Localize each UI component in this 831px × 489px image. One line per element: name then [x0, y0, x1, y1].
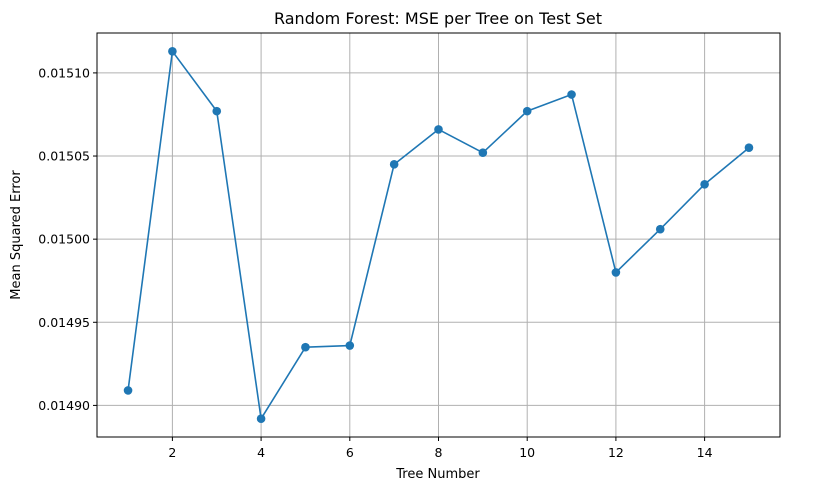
chart-title: Random Forest: MSE per Tree on Test Set	[274, 9, 602, 28]
y-tick-label: 0.01490	[38, 398, 90, 413]
data-point	[611, 268, 621, 277]
ticks-layer: 2 4 6 8 10 12 14 0.01490 0.01495 0.01500 0.01505 0.…	[38, 65, 712, 460]
data-point	[168, 46, 177, 56]
x-tick-label: 12	[608, 445, 624, 460]
data-point	[522, 106, 532, 116]
series-layer	[123, 46, 754, 424]
x-tick-label: 4	[257, 445, 265, 460]
data-point	[301, 342, 310, 352]
y-axis-label: Mean Squared Error	[9, 170, 24, 300]
x-tick-label: 14	[697, 445, 713, 460]
y-tick-label: 0.01505	[38, 149, 90, 164]
y-tick-label: 0.01510	[38, 65, 90, 80]
data-point	[434, 125, 443, 134]
data-point	[744, 143, 754, 153]
data-point	[700, 179, 709, 189]
data-point	[655, 224, 665, 234]
grid-layer	[97, 33, 780, 437]
x-axis-label: Tree Number	[395, 467, 480, 482]
y-tick-label: 0.01500	[38, 232, 90, 247]
x-tick-label: 10	[519, 445, 535, 460]
data-point	[212, 106, 222, 116]
data-point	[123, 386, 133, 395]
x-tick-label: 2	[168, 445, 176, 460]
y-tick-label: 0.01495	[38, 315, 90, 330]
data-point	[345, 341, 355, 350]
data-point	[567, 90, 576, 99]
x-tick-label: 6	[346, 445, 354, 460]
plot-frame	[96, 32, 781, 438]
data-point	[389, 160, 399, 169]
data-point	[478, 148, 488, 158]
data-point	[256, 414, 266, 424]
x-tick-label: 8	[435, 445, 443, 460]
